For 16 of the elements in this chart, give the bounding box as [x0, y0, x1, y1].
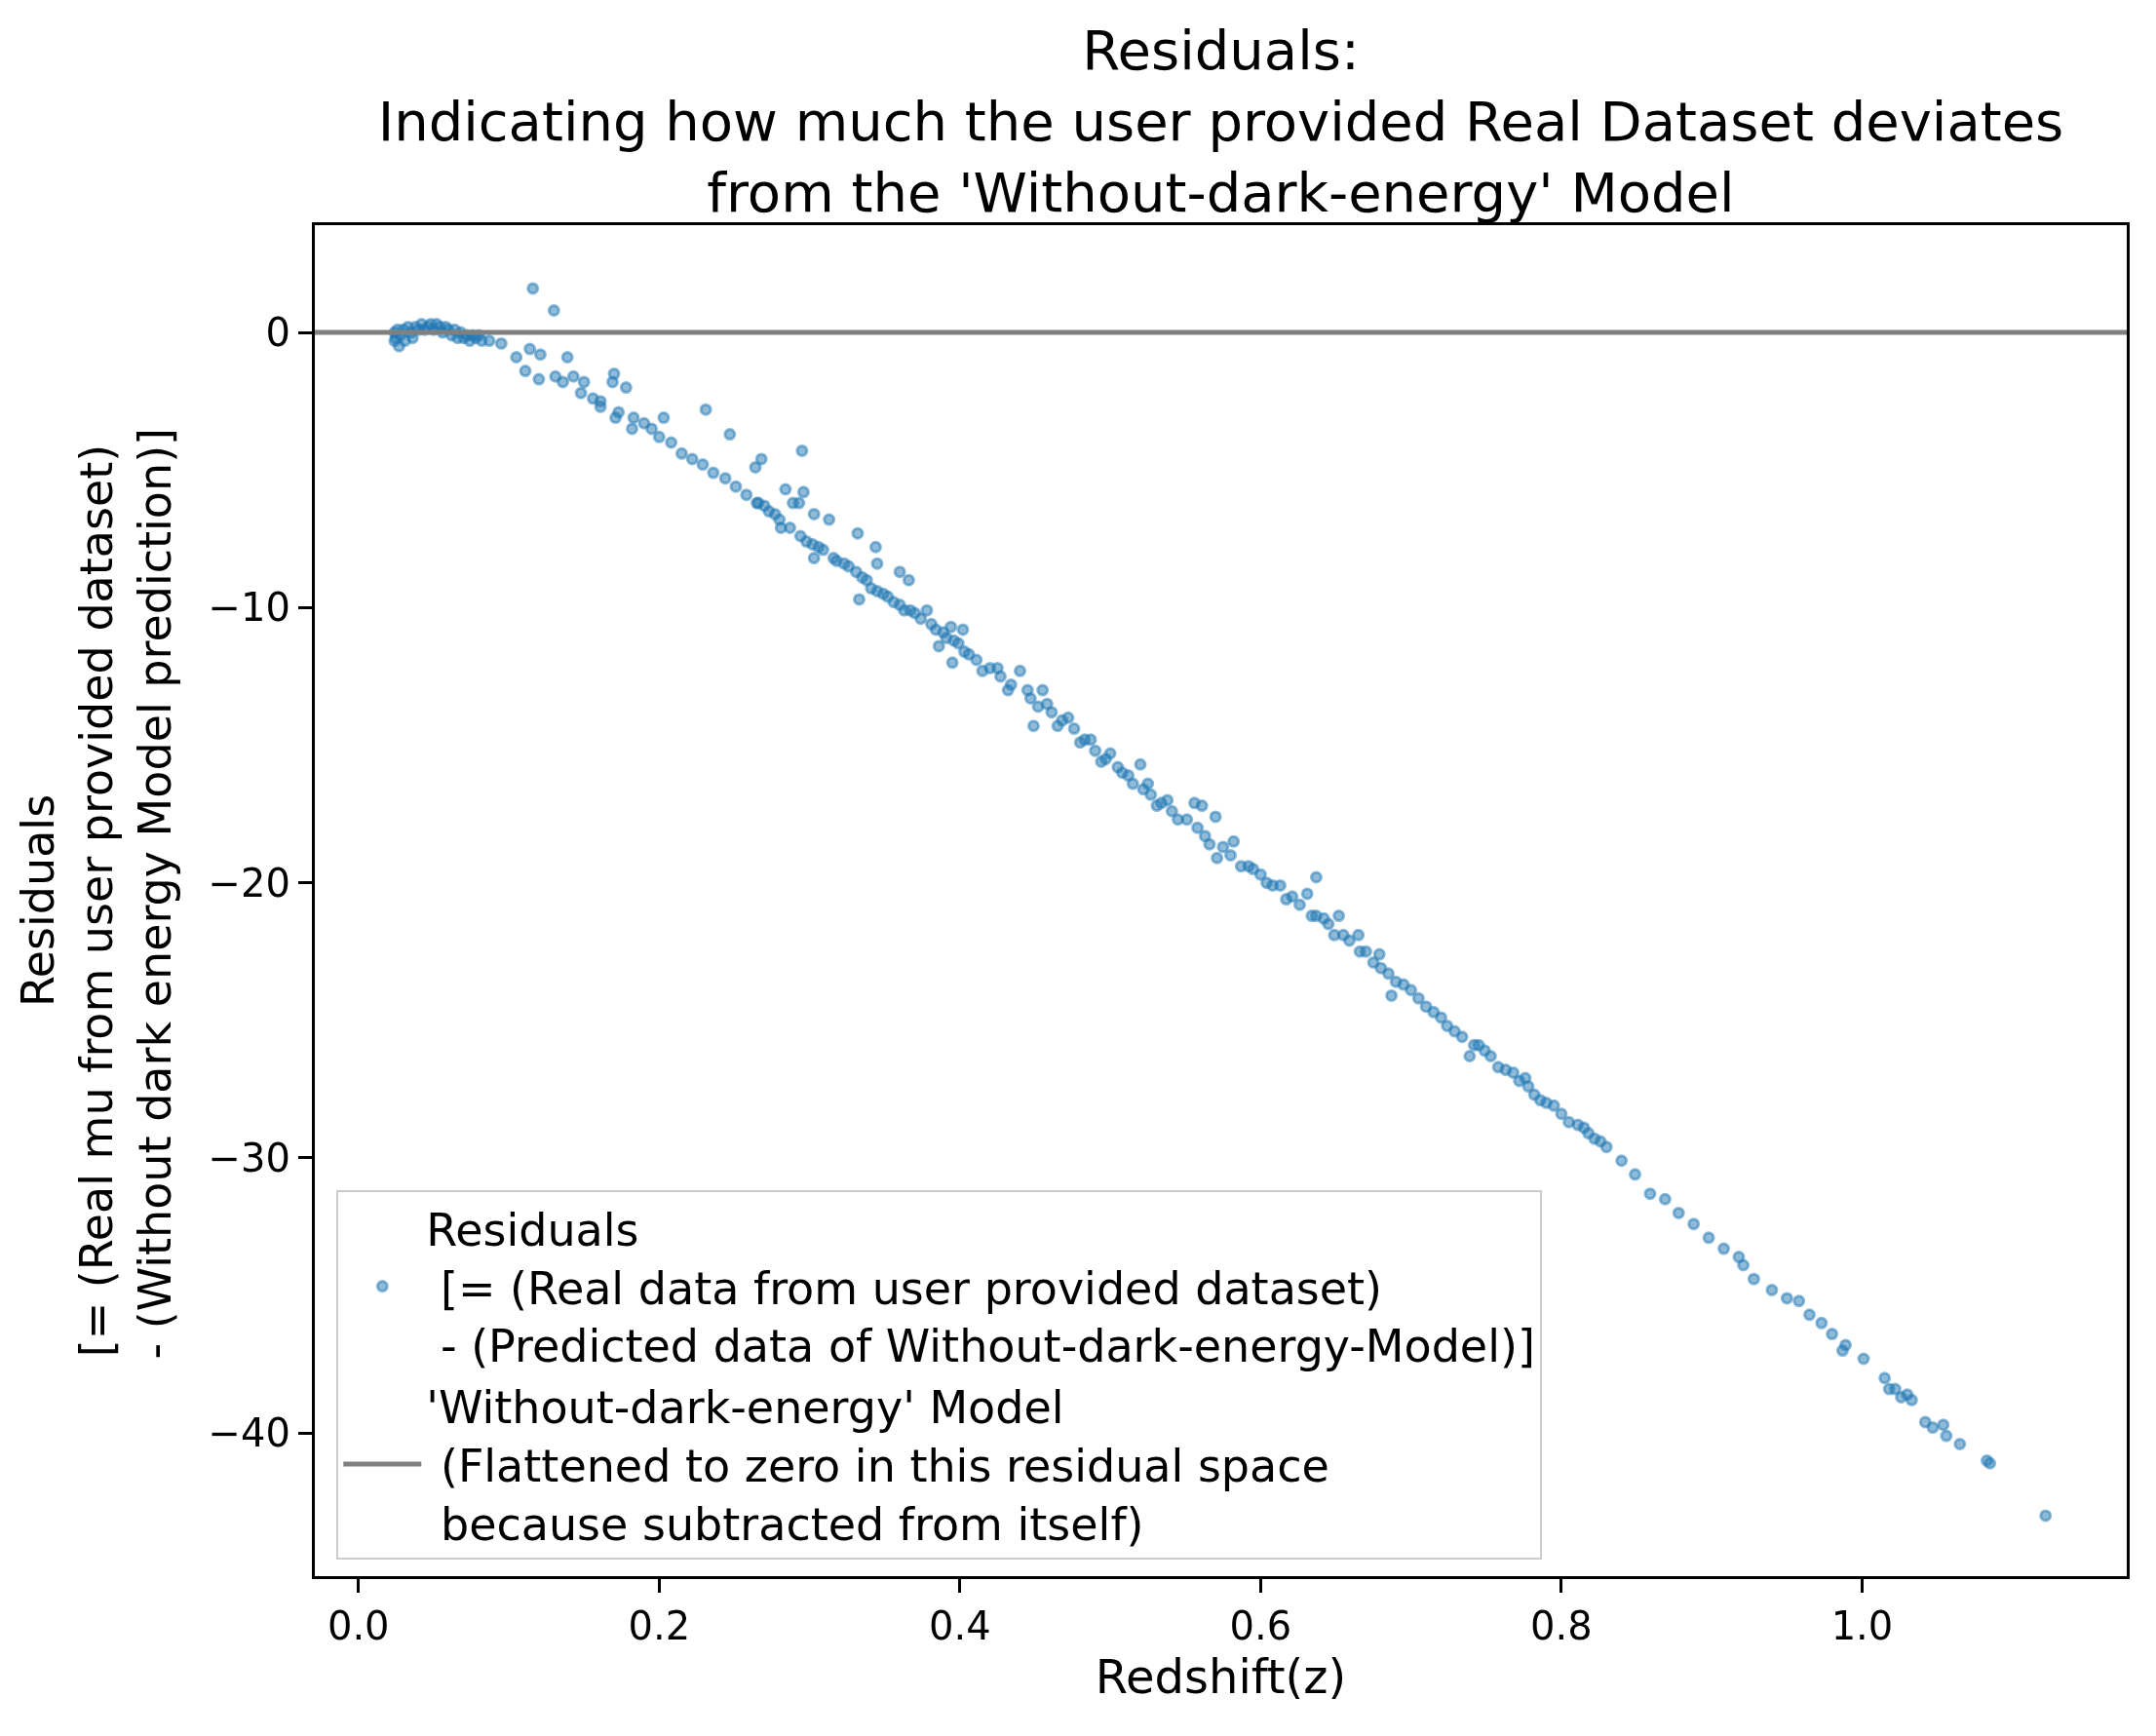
y-axis-title: Residuals [= (Real mu from user provided dataset) - (Without dark energy Model prediction)]	[12, 427, 181, 1374]
y-tick-label: −10	[208, 585, 290, 631]
x-tick-label: 0.2	[628, 1603, 691, 1648]
x-axis-title: Redshift(z)	[1095, 1649, 1347, 1705]
x-tick-label: 0.0	[327, 1603, 390, 1648]
x-tick-label: 1.0	[1830, 1603, 1894, 1648]
y-tick-label: −20	[208, 860, 290, 906]
y-tick-label: −30	[208, 1135, 290, 1180]
legend-label: 'Without-dark-energy' Model (Flattened to zero in this residual space because subtracted from itself)	[426, 1381, 1329, 1551]
x-tick-label: 0.4	[929, 1603, 991, 1648]
legend-label: Residuals [= (Real data from user provided dataset) - (Predicted data of Without-dark-energy-Model)]	[426, 1203, 1535, 1373]
y-tick-label: −40	[208, 1410, 290, 1456]
y-tick-label: 0	[265, 310, 290, 356]
chart-title: Residuals: Indicating how much the user provided Real Dataset deviates from the 'Without-dark-energy' Model	[377, 19, 2064, 224]
x-tick-label: 0.8	[1530, 1603, 1593, 1648]
x-tick-label: 0.6	[1229, 1603, 1292, 1648]
